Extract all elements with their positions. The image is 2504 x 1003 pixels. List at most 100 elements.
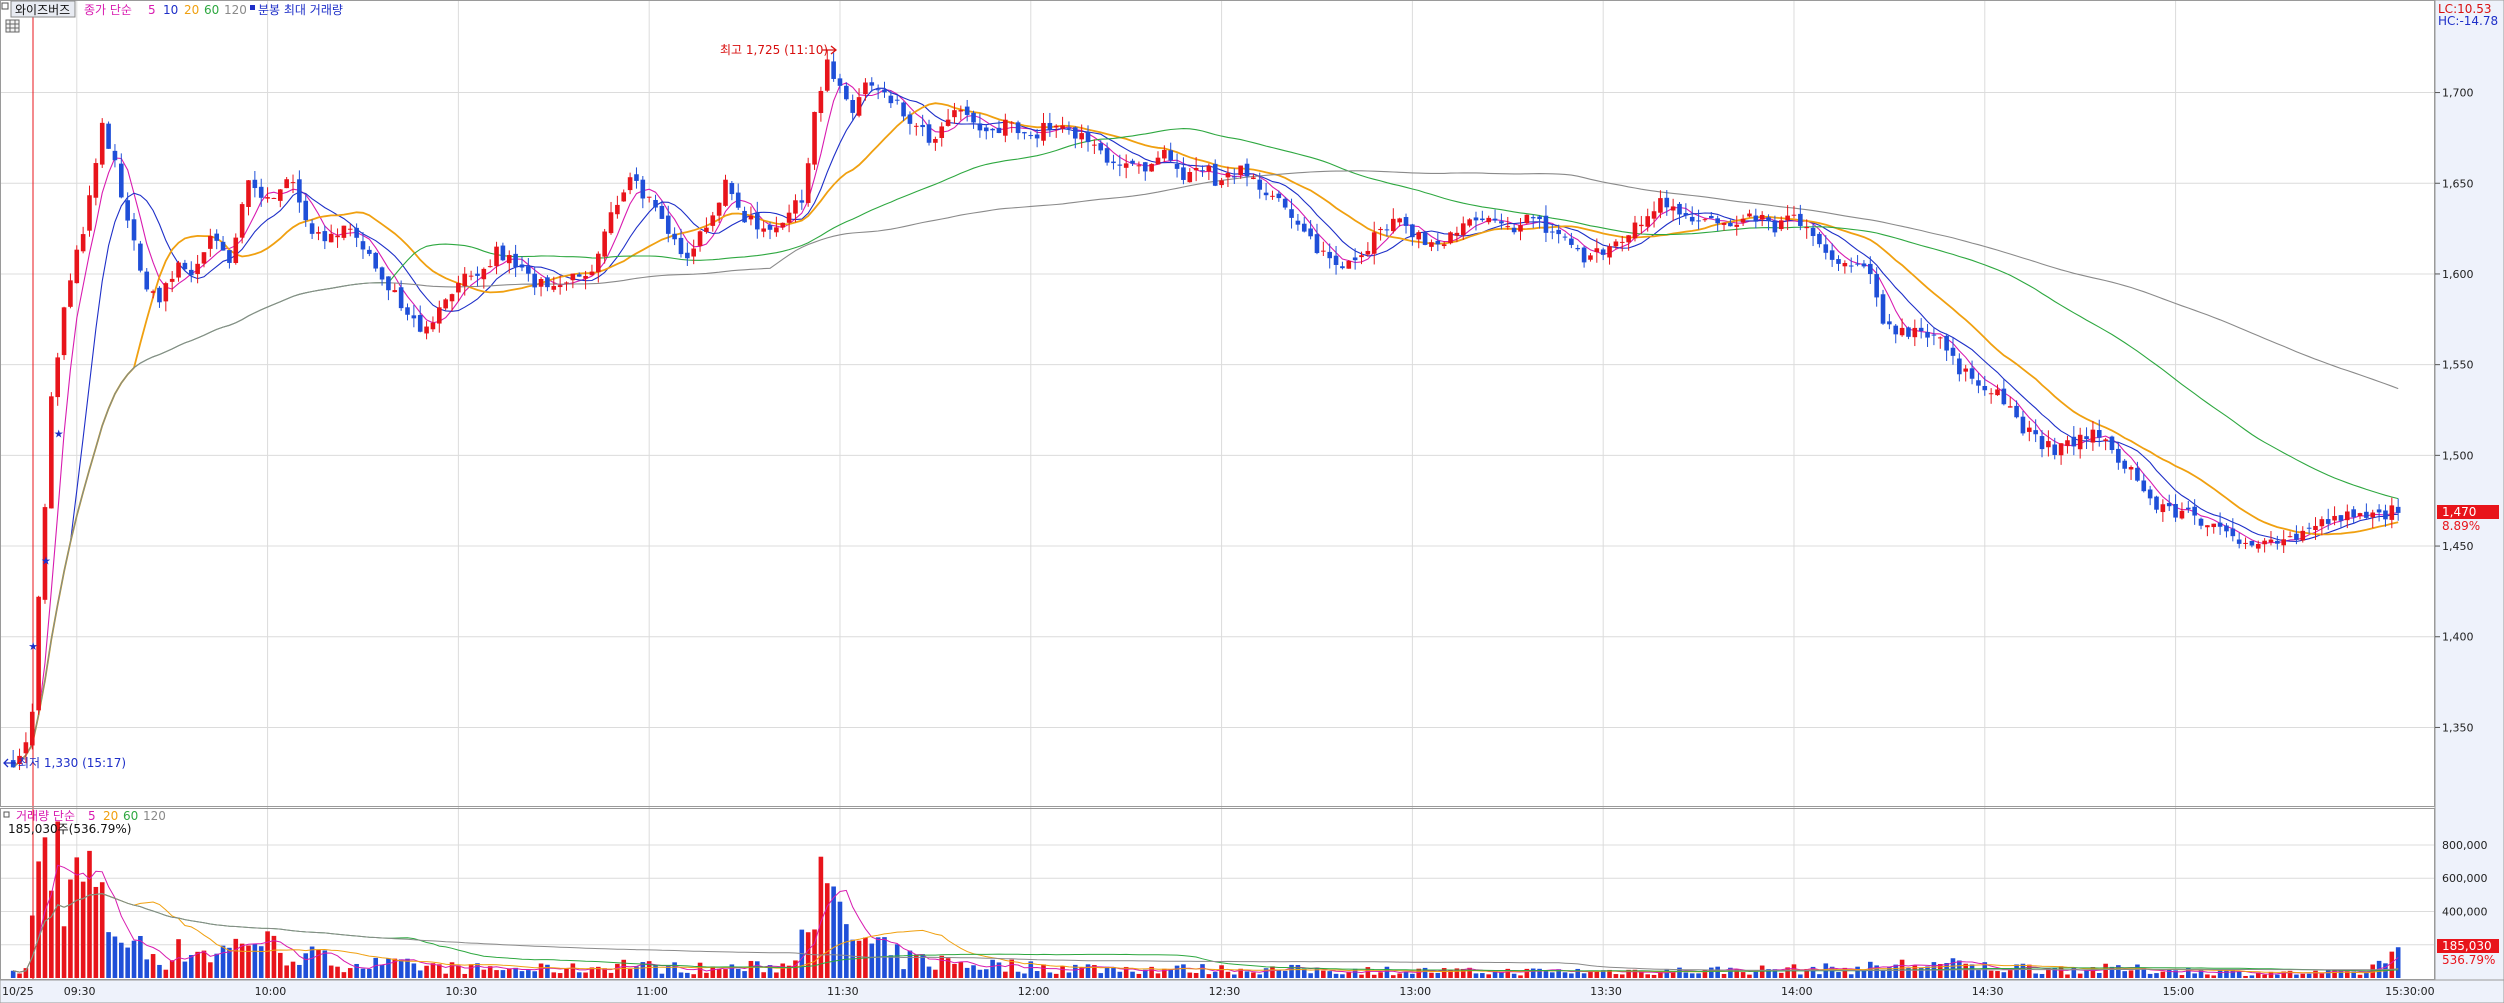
candle-body [1104, 148, 1110, 163]
volume-bar [983, 969, 989, 978]
candle-body [685, 252, 690, 259]
candle-body [2007, 406, 2013, 408]
volume-bar [1550, 972, 1555, 978]
candle-body [1613, 241, 1619, 247]
candle-body [723, 179, 728, 206]
candle-body [1492, 218, 1498, 221]
volume-ma-legend-20: 20 [103, 809, 118, 823]
volume-bar [1937, 964, 1943, 978]
volume-bar [685, 972, 690, 978]
volume-bar [106, 932, 111, 978]
volume-bar [1244, 971, 1250, 978]
candle-body [1467, 219, 1472, 226]
candle-body [557, 285, 563, 288]
candle-body [449, 294, 455, 302]
candle-body [615, 204, 620, 215]
candle-body [99, 122, 105, 165]
ma-line-60 [12, 128, 2399, 768]
candle-body [1085, 131, 1091, 143]
volume-bar [506, 968, 512, 978]
candle-body [1791, 214, 1797, 216]
candle-body [157, 287, 162, 303]
candle-body [538, 279, 544, 287]
candle-body [1524, 214, 1530, 224]
settings-grid-icon[interactable] [5, 19, 20, 33]
volume-bars [10, 821, 2401, 978]
volume-bar [2154, 973, 2159, 978]
volume-bar [589, 967, 595, 978]
current-volume: 185,030 [2442, 939, 2492, 953]
volume-bar [1721, 973, 1727, 978]
candle-body [1651, 211, 1657, 219]
candle-body [971, 112, 976, 123]
volume-bar [1887, 967, 1892, 978]
volume-bar [1855, 966, 1860, 978]
current-volume-pct: 536.79% [2442, 953, 2495, 967]
volume-bar [977, 969, 983, 978]
candle-body [2154, 496, 2159, 510]
candle-body [1047, 122, 1053, 130]
candle-body [2395, 506, 2401, 513]
volume-bar [1772, 969, 1778, 978]
legend-toggle-icon[interactable] [1, 2, 9, 10]
candle-body [2090, 429, 2096, 443]
candle-body [2376, 509, 2382, 513]
candle-body [933, 139, 938, 143]
candle-body [1225, 173, 1231, 178]
stock-name-box[interactable] [10, 0, 76, 18]
candle-body [150, 291, 156, 293]
candle-body [1200, 170, 1205, 172]
candle-body [2014, 405, 2019, 418]
volume-bar [2192, 973, 2197, 978]
candle-body [1289, 209, 1294, 218]
volume-bar [475, 963, 480, 978]
candle-body [278, 189, 283, 201]
volume-bar [1359, 974, 1364, 978]
volume-bar [1734, 969, 1740, 978]
candle-body [1753, 215, 1759, 222]
price-tick-label: 1,350 [2442, 721, 2474, 734]
candle-body [704, 227, 709, 232]
volume-bar [1639, 972, 1644, 978]
candle-body [1899, 327, 1905, 336]
candle-body [2160, 504, 2166, 513]
volume-bar [1187, 972, 1193, 978]
volume-bar [258, 946, 264, 978]
volume-bar [634, 966, 639, 978]
candle-body [1677, 203, 1682, 215]
candle-body [1785, 215, 1790, 221]
volume-bar [227, 947, 232, 978]
candle-body [551, 286, 557, 290]
volume-bar [1689, 973, 1695, 978]
price-tick-label: 1,600 [2442, 268, 2474, 281]
candle-body [1403, 217, 1409, 226]
volume-bar [551, 972, 557, 978]
volume-bar [1397, 973, 1402, 978]
volume-legend-toggle-icon[interactable] [3, 811, 10, 818]
volume-bar [856, 940, 862, 978]
volume-bar [316, 949, 321, 978]
volume-bar [87, 850, 92, 978]
volume-bar [2186, 967, 2191, 978]
candle-body [1257, 179, 1263, 190]
candle-body [1925, 331, 1930, 338]
candle-body [678, 237, 684, 255]
volume-tick-label: 400,000 [2442, 905, 2488, 918]
candle-body [2084, 436, 2089, 440]
volume-bar [1085, 964, 1091, 978]
candle-body [1448, 232, 1453, 244]
candle-body [1181, 167, 1186, 180]
candle-body [2370, 512, 2376, 518]
volume-bar [437, 964, 442, 978]
candle-body [398, 287, 404, 309]
candle-body [1340, 266, 1345, 269]
candle-body [430, 322, 436, 330]
candle-body [2319, 519, 2325, 527]
candle-body [2217, 522, 2223, 527]
signal-star-icon: ★ [28, 640, 38, 653]
volume-bar [1575, 968, 1581, 978]
volume-bar [1321, 970, 1326, 978]
candle-body [545, 277, 550, 288]
volume-bar [2020, 963, 2026, 978]
volume-bar [1480, 973, 1485, 978]
